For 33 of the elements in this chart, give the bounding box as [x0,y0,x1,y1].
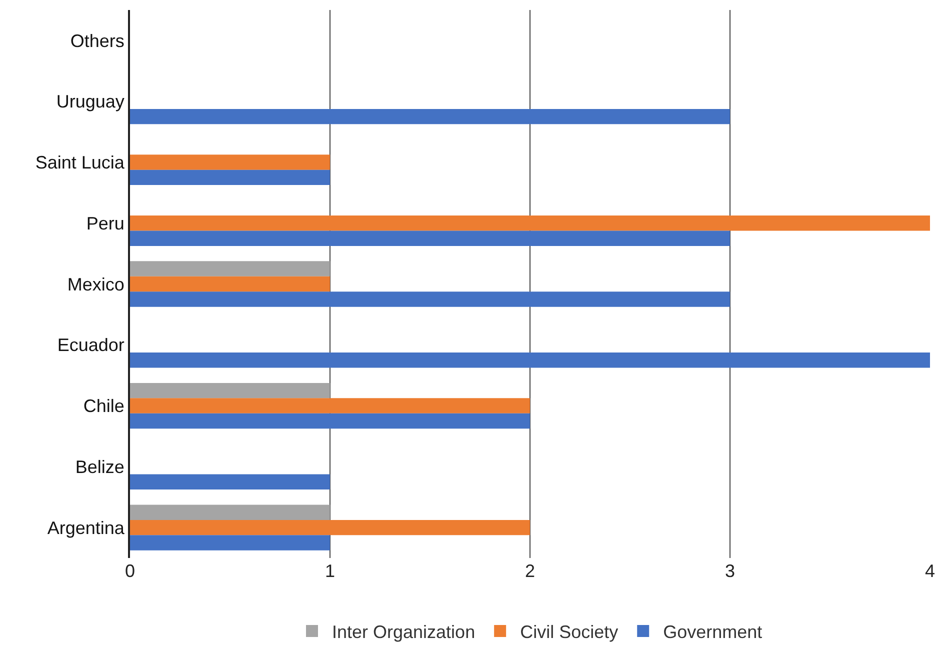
bar [130,292,730,307]
bar [130,535,330,550]
bar [130,170,330,186]
x-tick-label: 3 [724,561,736,581]
y-tick-label: Mexico [67,274,124,294]
bar [130,398,530,414]
bar [130,504,330,520]
legend-label: Inter Organization [332,622,476,642]
y-tick-label: Belize [75,456,124,477]
y-tick-label: Chile [83,396,124,416]
y-tick-label: Uruguay [56,92,124,112]
y-tick-label: Ecuador [57,335,124,356]
bar [130,216,930,231]
bar [130,261,330,276]
x-tick-label: 1 [324,561,336,581]
bar [130,276,330,292]
legend-label: Government [663,622,762,642]
y-tick-label: Peru [86,213,124,234]
x-tick-label: 2 [524,561,536,581]
bar [130,474,330,490]
y-tick-label: Others [70,30,124,51]
legend-label: Civil Society [520,622,618,642]
bar [130,352,930,368]
bar [130,520,530,536]
x-tick-label: 4 [924,561,936,581]
bar [130,413,530,429]
y-tick-label: Saint Lucia [35,152,126,173]
x-tick-label: 0 [124,561,136,581]
bar [130,154,330,170]
bar [130,230,730,246]
bar [130,108,730,124]
bar [130,382,330,398]
y-tick-label: Argentina [47,518,126,538]
